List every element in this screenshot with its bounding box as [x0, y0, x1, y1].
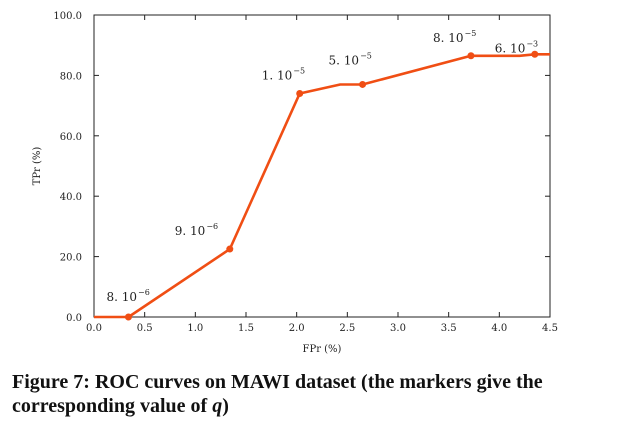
marker-label-exponent: −6 — [138, 288, 150, 297]
marker-label-base: 5. 10 — [329, 53, 360, 67]
marker-label: 9. 10−6 — [175, 222, 218, 238]
marker-label-base: 8. 10 — [106, 290, 137, 304]
marker-label-base: 1. 10 — [262, 69, 293, 83]
roc-marker — [296, 90, 304, 98]
marker-label: 5. 10−5 — [329, 51, 372, 67]
y-tick-label: 80.0 — [60, 71, 82, 82]
x-axis-label: FPr (%) — [303, 344, 342, 355]
caption-closing: ) — [222, 395, 229, 417]
x-tick-label: 1.0 — [187, 323, 203, 334]
marker-label-base: 8. 10 — [433, 31, 464, 45]
marker-label-exponent: −5 — [293, 67, 305, 76]
y-axis-label: TPr (%) — [32, 147, 43, 186]
marker-label: 8. 10−5 — [433, 29, 476, 45]
x-tick-label: 2.0 — [289, 323, 305, 334]
roc-series-line — [94, 52, 550, 319]
x-tick-label: 1.5 — [238, 323, 254, 334]
marker-label: 6. 10−3 — [495, 39, 538, 55]
figure-caption: Figure 7: ROC curves on MAWI dataset (th… — [12, 370, 622, 418]
y-tick-label: 40.0 — [60, 192, 82, 203]
x-tick-label: 0.5 — [137, 323, 153, 334]
marker-label: 1. 10−5 — [262, 67, 305, 83]
x-tick-label: 2.5 — [339, 323, 355, 334]
x-tick-label: 0.0 — [86, 323, 102, 334]
caption-text: ROC curves on MAWI dataset (the markers … — [12, 371, 543, 417]
y-tick-label: 60.0 — [60, 132, 82, 143]
roc-marker — [226, 245, 234, 253]
marker-label-base: 6. 10 — [495, 41, 526, 55]
roc-marker — [359, 80, 367, 88]
roc-marker — [531, 50, 539, 58]
marker-label-exponent: −5 — [465, 29, 477, 38]
x-tick-label: 4.5 — [542, 323, 558, 334]
marker-label-exponent: −5 — [360, 51, 372, 60]
chart-markers — [124, 50, 539, 321]
marker-label: 8. 10−6 — [106, 288, 149, 304]
x-tick-label: 3.5 — [441, 323, 457, 334]
plot-frame — [93, 14, 551, 318]
roc-chart: 0.0 0.5 1.0 1.5 2.0 2.5 3.0 3.5 4.0 4.5 0.0 20.0 40.… — [32, 11, 558, 355]
marker-label-base: 9. 10 — [175, 224, 206, 238]
caption-variable: q — [212, 395, 223, 417]
roc-marker — [467, 52, 475, 60]
y-tick-label: 20.0 — [60, 253, 82, 264]
figure-label: Figure 7: — [12, 371, 90, 393]
y-tick-label: 100.0 — [53, 11, 82, 22]
chart-ticks: 0.0 0.5 1.0 1.5 2.0 2.5 3.0 3.5 4.0 4.5 0.0 20.0 40.… — [53, 11, 558, 334]
marker-label-exponent: −6 — [206, 222, 218, 231]
y-tick-label: 0.0 — [66, 313, 82, 324]
chart-annotations: 8. 10−69. 10−61. 10−55. 10−58. 10−56. 10… — [106, 29, 538, 304]
x-tick-label: 4.0 — [491, 323, 507, 334]
x-tick-label: 3.0 — [390, 323, 406, 334]
roc-marker — [124, 313, 132, 321]
chart-series — [94, 52, 550, 319]
chart-axes — [93, 14, 551, 318]
marker-label-exponent: −3 — [526, 39, 538, 48]
